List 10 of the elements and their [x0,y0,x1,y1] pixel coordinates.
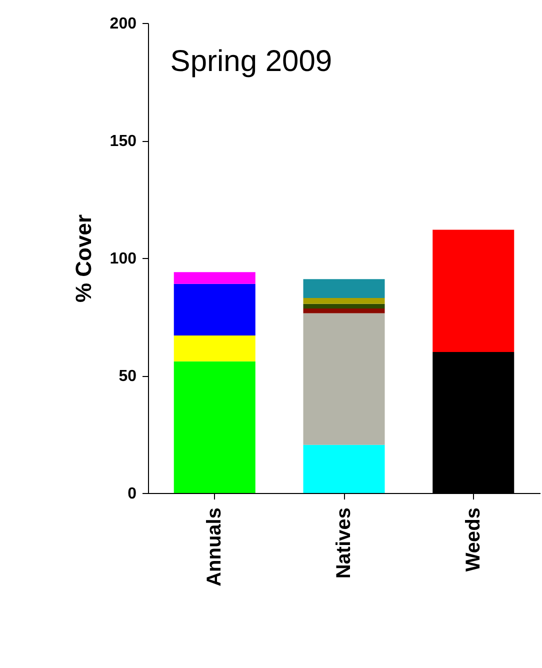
y-tick-label: 50 [118,368,137,385]
x-tick-label: Natives [333,508,355,579]
y-axis-title: % Cover [70,214,96,303]
x-tick-label: Annuals [204,508,226,586]
y-tick-label: 0 [128,486,137,502]
x-tick-label: Weeds [462,508,484,572]
y-tick-label: 150 [110,133,137,150]
y-tick-label: 100 [110,250,137,268]
text: Spring 2009 [170,45,332,78]
y-tick-label: 200 [110,16,137,32]
